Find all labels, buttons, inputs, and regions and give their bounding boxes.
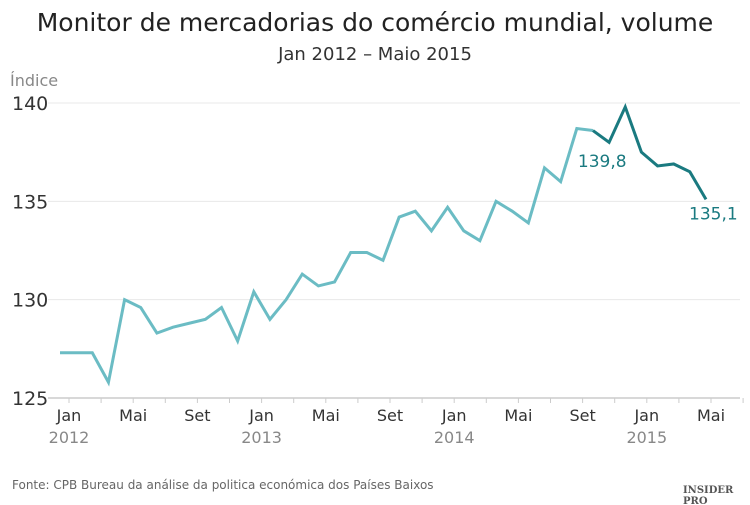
x-year-label: 2014 [434,428,475,447]
x-tick-label: Jan [441,406,467,425]
x-tick-label: Jan [248,406,274,425]
x-year-label: 2012 [49,428,90,447]
x-tick-label: Mai [119,406,147,425]
x-year-label: 2013 [241,428,282,447]
source-note: Fonte: CPB Bureau da análise da politica… [12,478,434,492]
brand-logo: INSIDER PRO [683,485,734,505]
y-axis-label: Índice [10,71,58,90]
x-tick-label: Jan [633,406,659,425]
x-tick-label: Mai [697,406,725,425]
y-tick-label: 130 [12,290,48,312]
y-tick-label: 125 [12,388,48,410]
x-tick-label: Jan [56,406,82,425]
x-tick-label: Mai [504,406,532,425]
x-tick-label: Mai [312,406,340,425]
x-tick-label: Set [377,406,403,425]
x-tick-label: Set [569,406,595,425]
y-tick-label: 140 [12,93,48,115]
data-label: 135,1 [689,204,738,224]
y-tick-label: 135 [12,191,48,213]
x-tick-label: Set [184,406,210,425]
chart-title: Monitor de mercadorias do comércio mundi… [36,8,714,37]
chart-subtitle: Jan 2012 – Maio 2015 [278,44,472,65]
series-line [60,126,594,387]
data-label: 139,8 [578,152,627,172]
x-year-label: 2015 [626,428,667,447]
series-line-highlight [592,102,708,201]
